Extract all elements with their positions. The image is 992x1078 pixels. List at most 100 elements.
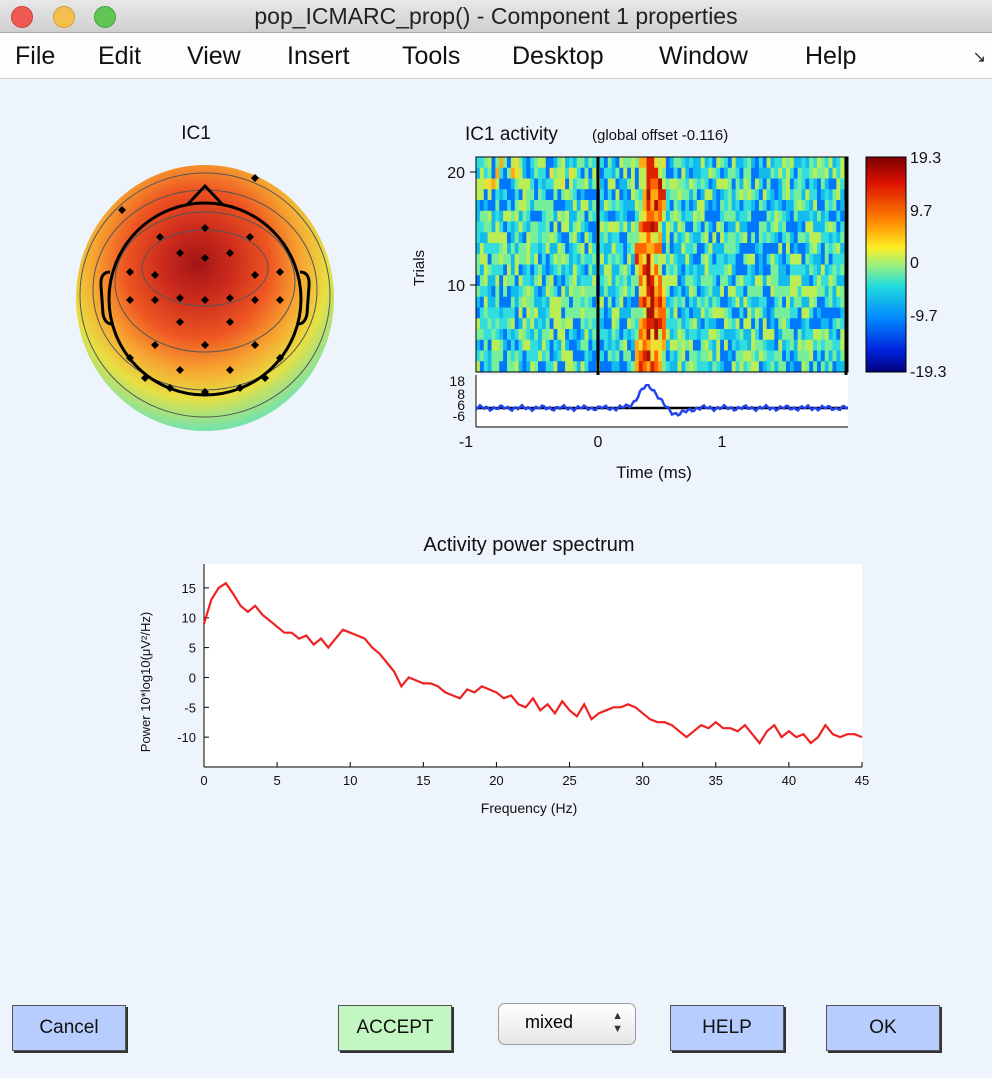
heatmap-cell <box>631 339 636 351</box>
heatmap-cell <box>584 350 589 362</box>
heatmap-cell <box>832 296 837 308</box>
heatmap-cell <box>580 307 585 319</box>
left-ear-outline <box>99 270 113 326</box>
menu-help[interactable]: Help <box>805 42 857 70</box>
heatmap-cell <box>491 167 496 179</box>
heatmap-cell <box>735 253 740 265</box>
heatmap-cell <box>786 350 791 362</box>
electrode-marker <box>226 294 234 302</box>
heatmap-cell <box>840 253 845 265</box>
heatmap-cell <box>642 350 647 362</box>
heatmap-cell <box>646 296 651 308</box>
heatmap-cell <box>565 275 570 287</box>
heatmap-cell <box>813 253 818 265</box>
heatmap-cell <box>704 253 709 265</box>
menu-insert[interactable]: Insert <box>287 42 350 70</box>
heatmap-cell <box>700 275 705 287</box>
heatmap-cell <box>828 232 833 244</box>
heatmap-cell <box>793 178 798 190</box>
heatmap-cell <box>476 221 481 233</box>
heatmap-cell <box>510 253 516 265</box>
heatmap-cell <box>786 296 791 308</box>
heatmap-cell <box>476 307 481 319</box>
heatmap-cell <box>727 350 733 362</box>
heatmap-cell <box>476 232 481 244</box>
heatmap-cell <box>813 264 818 276</box>
heatmap-cell <box>638 253 643 265</box>
heatmap-cell <box>658 286 663 298</box>
accept-button[interactable]: ACCEPT <box>338 1005 452 1051</box>
heatmap-cell <box>561 296 566 308</box>
close-window-button[interactable] <box>11 6 33 28</box>
heatmap-cell <box>487 339 492 351</box>
heatmap-cell <box>786 157 791 169</box>
heatmap-cell <box>557 232 562 244</box>
heatmap-cell <box>673 189 678 201</box>
heatmap-cell <box>654 157 659 169</box>
heatmap-cell <box>727 157 733 169</box>
heatmap-cell <box>534 178 539 190</box>
heatmap-cell <box>789 189 795 201</box>
menu-window[interactable]: Window <box>659 42 748 70</box>
toolbar-toggle-icon[interactable]: ↘ <box>972 49 986 66</box>
ok-button[interactable]: OK <box>826 1005 940 1051</box>
heatmap-cell <box>805 253 810 265</box>
heatmap-cell <box>801 210 806 222</box>
heatmap-cell <box>824 167 829 179</box>
heatmap-cell <box>584 243 589 255</box>
heatmap-cell <box>499 157 504 169</box>
heatmap-cell <box>607 243 612 255</box>
heatmap-cell <box>669 286 674 298</box>
x-tick-label: 25 <box>562 773 576 788</box>
heatmap-cell <box>824 189 829 201</box>
heatmap-cell <box>751 178 756 190</box>
heatmap-cell <box>631 350 636 362</box>
minimize-window-button[interactable] <box>53 6 75 28</box>
figure-canvas: IC1 IC1 activity (global offset -0.116) … <box>76 123 947 816</box>
heatmap-cell <box>673 232 678 244</box>
zoom-window-button[interactable] <box>94 6 116 28</box>
component-type-select[interactable]: mixed ▲ ▼ <box>498 1003 636 1045</box>
heatmap-cell <box>743 350 748 362</box>
heatmap-cell <box>774 221 779 233</box>
heatmap-cell <box>731 210 736 222</box>
heatmap-cell <box>650 167 655 179</box>
heatmap-cell <box>778 210 783 222</box>
menu-desktop[interactable]: Desktop <box>512 42 604 70</box>
heatmap-cell <box>735 200 740 212</box>
heatmap-cell <box>836 167 841 179</box>
heatmap-cell <box>762 296 767 308</box>
heatmap-cell <box>755 350 760 362</box>
heatmap-cell <box>693 243 698 255</box>
heatmap-cell <box>541 318 547 330</box>
heatmap-cell <box>685 200 690 212</box>
heatmap-cell <box>786 200 791 212</box>
heatmap-cell <box>572 350 578 362</box>
heatmap-cell <box>782 307 787 319</box>
cancel-button[interactable]: Cancel <box>12 1005 126 1051</box>
menu-tools[interactable]: Tools <box>402 42 461 70</box>
heatmap-cell <box>797 221 802 233</box>
menu-view[interactable]: View <box>187 42 241 70</box>
heatmap-cell <box>720 221 725 233</box>
heatmap-cell <box>724 275 729 287</box>
heatmap-cell <box>530 157 535 169</box>
heatmap-cell <box>483 232 488 244</box>
heatmap-cell <box>600 361 605 373</box>
heatmap-cell <box>584 329 589 341</box>
heatmap-cell <box>592 350 597 362</box>
help-button[interactable]: HELP <box>670 1005 784 1051</box>
heatmap-cell <box>747 361 752 373</box>
heatmap-cell <box>836 307 841 319</box>
menu-file[interactable]: File <box>15 42 56 70</box>
heatmap-cell <box>708 167 713 179</box>
heatmap-cell <box>840 307 845 319</box>
menu-edit[interactable]: Edit <box>98 42 142 70</box>
heatmap-cell <box>786 318 791 330</box>
heatmap-cell <box>774 210 779 222</box>
heatmap-cell <box>487 350 492 362</box>
heatmap-cell <box>805 157 810 169</box>
heatmap-cell <box>499 167 504 179</box>
heatmap-cell <box>677 232 682 244</box>
heatmap-cell <box>813 307 818 319</box>
